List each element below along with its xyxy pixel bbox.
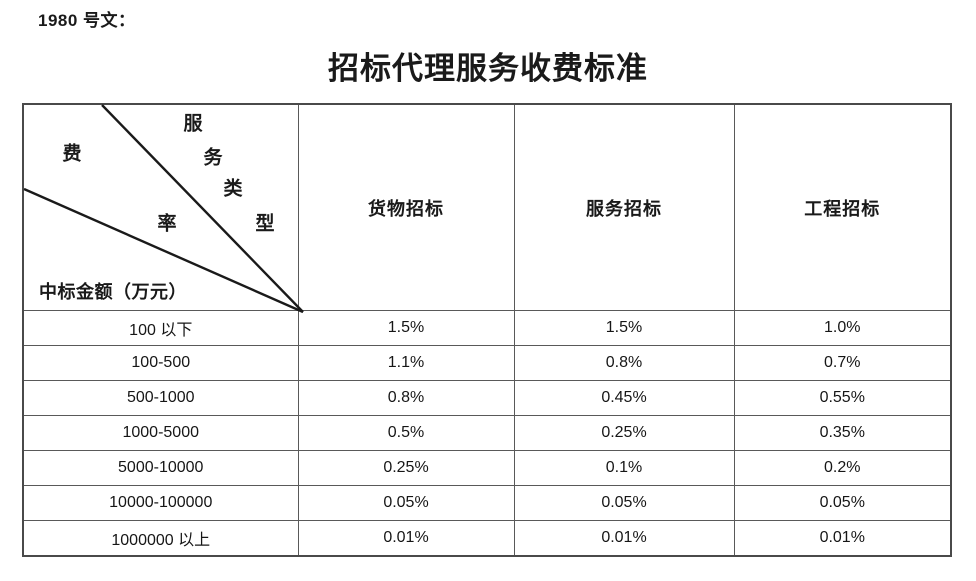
table-row: 1000-5000 0.5% 0.25% 0.35%	[22, 415, 952, 451]
rate-value-cell: 0.55%	[733, 380, 952, 416]
column-header-goods: 货物招标	[297, 103, 515, 311]
corner-amount-label: 中标金额（万元）	[39, 282, 187, 302]
corner-fee-rate-char: 费	[62, 143, 82, 165]
amount-range-cell: 100-500	[22, 345, 299, 381]
amount-range-cell: 1000-5000	[22, 415, 299, 451]
doc-number-label: 1980 号文：	[38, 11, 136, 30]
corner-fee-rate-char: 率	[157, 213, 177, 235]
rate-value-cell: 0.05%	[733, 485, 952, 521]
rate-value-cell: 0.25%	[297, 450, 515, 486]
rate-value-cell: 1.1%	[297, 345, 515, 381]
rate-value-cell: 0.7%	[733, 345, 952, 381]
amount-range-cell: 1000000 以上	[22, 520, 299, 556]
amount-range-cell: 100 以下	[22, 310, 299, 346]
rate-value-cell: 0.05%	[297, 485, 515, 521]
table-row: 500-1000 0.8% 0.45% 0.55%	[22, 380, 952, 416]
column-header-service: 服务招标	[513, 103, 735, 311]
table-body: 100 以下 1.5% 1.5% 1.0% 100-500 1.1% 0.8% 0.7% 500…	[22, 310, 952, 556]
rate-value-cell: 0.8%	[513, 345, 735, 381]
rate-value-cell: 0.2%	[733, 450, 952, 486]
rate-value-cell: 0.01%	[297, 520, 515, 556]
table-row: 100-500 1.1% 0.8% 0.7%	[22, 345, 952, 381]
corner-service-type-char: 类	[223, 178, 243, 200]
table-header-row: 服 务 类 型 费 率 中标金额（万元） 货物招标 服务招标 工程招标	[22, 103, 952, 314]
rate-value-cell: 1.5%	[297, 310, 515, 346]
rate-value-cell: 1.0%	[733, 310, 952, 346]
fee-standard-table: 服 务 类 型 费 率 中标金额（万元） 货物招标 服务招标 工程招标 100 …	[22, 103, 952, 557]
rate-value-cell: 0.5%	[297, 415, 515, 451]
amount-range-cell: 10000-100000	[22, 485, 299, 521]
rate-value-cell: 0.05%	[513, 485, 735, 521]
corner-header-cell: 服 务 类 型 费 率 中标金额（万元）	[22, 103, 304, 314]
table-row: 1000000 以上 0.01% 0.01% 0.01%	[22, 520, 952, 556]
rate-value-cell: 1.5%	[513, 310, 735, 346]
corner-service-type-char: 务	[203, 147, 223, 169]
rate-value-cell: 0.35%	[733, 415, 952, 451]
rate-value-cell: 0.25%	[513, 415, 735, 451]
rate-value-cell: 0.1%	[513, 450, 735, 486]
table-row: 10000-100000 0.05% 0.05% 0.05%	[22, 485, 952, 521]
corner-service-type-char: 型	[255, 213, 275, 235]
rate-value-cell: 0.8%	[297, 380, 515, 416]
corner-service-type-char: 服	[183, 113, 203, 135]
corner-diagonal-lines	[23, 104, 304, 314]
amount-range-cell: 5000-10000	[22, 450, 299, 486]
table-row: 100 以下 1.5% 1.5% 1.0%	[22, 310, 952, 346]
page-title: 招标代理服务收费标准	[328, 51, 648, 86]
column-header-engineering: 工程招标	[733, 103, 952, 311]
amount-range-cell: 500-1000	[22, 380, 299, 416]
table-row: 5000-10000 0.25% 0.1% 0.2%	[22, 450, 952, 486]
rate-value-cell: 0.45%	[513, 380, 735, 416]
rate-value-cell: 0.01%	[513, 520, 735, 556]
rate-value-cell: 0.01%	[733, 520, 952, 556]
